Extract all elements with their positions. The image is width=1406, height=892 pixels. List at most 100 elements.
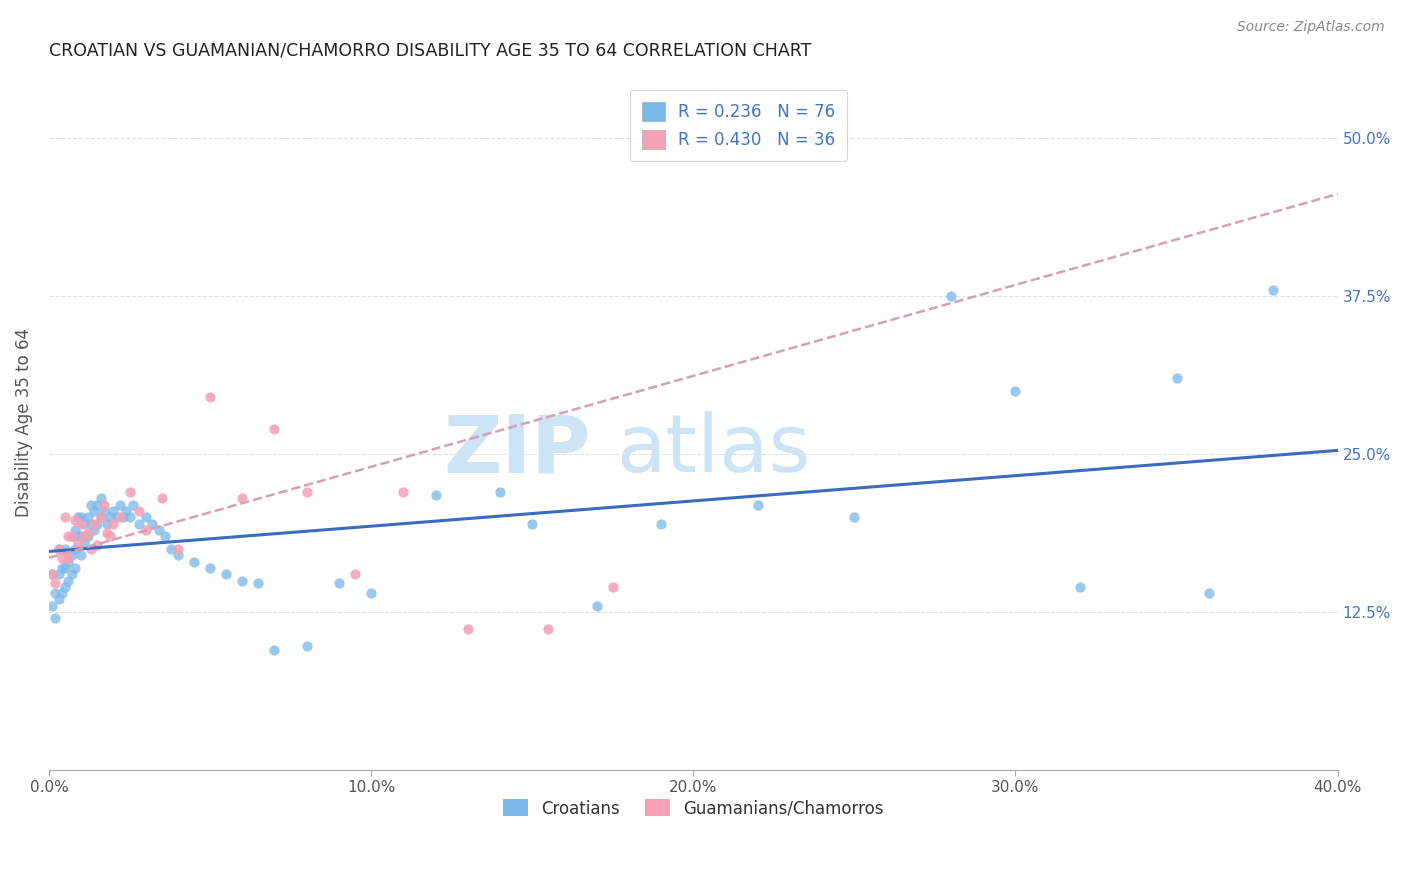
- Point: [41, 599, 63, 613]
- Point: [103, 516, 125, 531]
- Point: [425, 487, 447, 501]
- Point: [166, 541, 188, 556]
- Point: [58, 529, 80, 543]
- Point: [150, 491, 173, 506]
- Point: [537, 622, 560, 636]
- Point: [53, 561, 76, 575]
- Text: CROATIAN VS GUAMANIAN/CHAMORRO DISABILITY AGE 35 TO 64 CORRELATION CHART: CROATIAN VS GUAMANIAN/CHAMORRO DISABILIT…: [49, 42, 811, 60]
- Point: [1263, 283, 1285, 297]
- Point: [160, 541, 183, 556]
- Point: [457, 622, 479, 636]
- Point: [166, 548, 188, 562]
- Point: [747, 498, 769, 512]
- Point: [360, 586, 382, 600]
- Point: [80, 498, 103, 512]
- Point: [53, 510, 76, 524]
- Point: [939, 289, 962, 303]
- Point: [70, 548, 93, 562]
- Point: [1069, 580, 1091, 594]
- Point: [80, 516, 103, 531]
- Point: [48, 567, 70, 582]
- Point: [48, 541, 70, 556]
- Point: [89, 510, 111, 524]
- Point: [73, 529, 96, 543]
- Point: [51, 550, 73, 565]
- Point: [83, 504, 105, 518]
- Point: [108, 510, 131, 524]
- Point: [328, 576, 350, 591]
- Point: [263, 643, 285, 657]
- Point: [96, 525, 118, 540]
- Point: [60, 548, 83, 562]
- Point: [66, 535, 89, 549]
- Point: [112, 510, 135, 524]
- Legend: Croatians, Guamanians/Chamorros: Croatians, Guamanians/Chamorros: [496, 793, 890, 824]
- Point: [70, 529, 93, 543]
- Point: [98, 510, 121, 524]
- Point: [44, 576, 66, 591]
- Point: [108, 498, 131, 512]
- Point: [118, 510, 141, 524]
- Point: [141, 516, 163, 531]
- Point: [60, 529, 83, 543]
- Point: [66, 529, 89, 543]
- Point: [58, 550, 80, 565]
- Point: [89, 510, 111, 524]
- Point: [115, 504, 138, 518]
- Point: [1166, 371, 1188, 385]
- Point: [41, 567, 63, 582]
- Point: [93, 504, 115, 518]
- Point: [48, 541, 70, 556]
- Point: [51, 586, 73, 600]
- Point: [183, 555, 205, 569]
- Text: Source: ZipAtlas.com: Source: ZipAtlas.com: [1237, 20, 1385, 34]
- Point: [41, 567, 63, 582]
- Point: [98, 529, 121, 543]
- Point: [1198, 586, 1220, 600]
- Point: [58, 574, 80, 588]
- Point: [76, 510, 98, 524]
- Text: atlas: atlas: [616, 411, 810, 490]
- Point: [118, 485, 141, 500]
- Point: [58, 555, 80, 569]
- Point: [73, 535, 96, 549]
- Point: [103, 504, 125, 518]
- Point: [60, 529, 83, 543]
- Point: [602, 580, 624, 594]
- Point: [70, 516, 93, 531]
- Point: [121, 498, 143, 512]
- Point: [60, 567, 83, 582]
- Point: [148, 523, 170, 537]
- Point: [231, 491, 253, 506]
- Point: [44, 611, 66, 625]
- Y-axis label: Disability Age 35 to 64: Disability Age 35 to 64: [15, 328, 32, 517]
- Point: [63, 523, 86, 537]
- Point: [51, 561, 73, 575]
- Point: [105, 510, 128, 524]
- Point: [83, 523, 105, 537]
- Point: [128, 516, 150, 531]
- Point: [93, 498, 115, 512]
- Point: [86, 498, 108, 512]
- Point: [522, 516, 544, 531]
- Text: ZIP: ZIP: [443, 411, 591, 490]
- Point: [215, 567, 238, 582]
- Point: [70, 510, 93, 524]
- Point: [63, 541, 86, 556]
- Point: [66, 510, 89, 524]
- Point: [344, 567, 367, 582]
- Point: [48, 592, 70, 607]
- Point: [80, 541, 103, 556]
- Point: [63, 513, 86, 527]
- Point: [96, 516, 118, 531]
- Point: [263, 422, 285, 436]
- Point: [135, 523, 157, 537]
- Point: [89, 491, 111, 506]
- Point: [63, 561, 86, 575]
- Point: [53, 541, 76, 556]
- Point: [650, 516, 672, 531]
- Point: [76, 525, 98, 540]
- Point: [198, 561, 221, 575]
- Point: [198, 390, 221, 404]
- Point: [295, 639, 318, 653]
